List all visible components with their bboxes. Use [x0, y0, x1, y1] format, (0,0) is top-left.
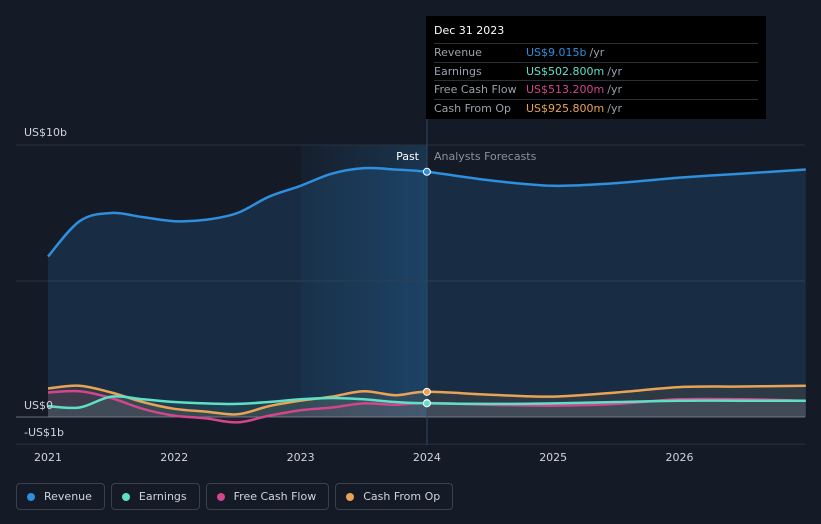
- tooltip-unit: /yr: [607, 64, 622, 78]
- tooltip-value: US$925.800m: [526, 101, 605, 115]
- hover-point-revenue: [422, 167, 431, 176]
- hover-point-cfo: [422, 387, 431, 396]
- y-tick-zero: US$0: [24, 399, 53, 412]
- tooltip-value: US$9.015b: [526, 46, 587, 60]
- tooltip-row-cash-from-op: Cash From Op US$925.800m /yr: [434, 98, 758, 118]
- series-line-cfo: [47, 384, 806, 416]
- x-tick-label: 2025: [539, 451, 567, 464]
- chart-legend: Revenue Earnings Free Cash Flow Cash Fro…: [16, 483, 454, 510]
- series-line-revenue: [47, 166, 806, 258]
- tooltip-row-revenue: Revenue US$9.015b /yr: [434, 43, 758, 62]
- legend-item-cash-from-op[interactable]: Cash From Op: [335, 483, 454, 510]
- x-tick-label: 2022: [160, 451, 188, 464]
- legend-dot-icon: [346, 492, 355, 501]
- tooltip-label: Cash From Op: [434, 101, 512, 115]
- tooltip-date: Dec 31 2023: [434, 24, 505, 37]
- legend-label: Cash From Op: [363, 490, 441, 503]
- x-tick-label: 2021: [34, 451, 62, 464]
- legend-label: Earnings: [138, 490, 187, 503]
- tooltip-label: Revenue: [434, 46, 482, 60]
- legend-item-free-cash-flow[interactable]: Free Cash Flow: [205, 483, 330, 510]
- tooltip-label: Earnings: [434, 64, 482, 78]
- tooltip-value: US$502.800m: [526, 64, 605, 78]
- tooltip-row-earnings: Earnings US$502.800m /yr: [434, 61, 758, 81]
- past-label: Past: [396, 150, 420, 163]
- series-line-fcf: [47, 389, 806, 424]
- series-lines: [47, 166, 806, 424]
- legend-label: Free Cash Flow: [233, 490, 317, 503]
- forecast-label: Analysts Forecasts: [434, 150, 537, 163]
- x-tick-label: 2023: [287, 451, 315, 464]
- series-line-earnings: [47, 395, 806, 410]
- x-tick-label: 2024: [413, 451, 441, 464]
- tooltip-value: US$513.200m: [526, 83, 605, 97]
- tooltip-label: Free Cash Flow: [434, 83, 517, 97]
- hover-points: [422, 167, 431, 408]
- gridlines: [16, 144, 805, 445]
- tooltip-unit: /yr: [589, 46, 605, 60]
- legend-item-earnings[interactable]: Earnings: [110, 483, 200, 510]
- x-tick-label: 2026: [666, 451, 694, 464]
- legend-item-revenue[interactable]: Revenue: [16, 483, 105, 510]
- legend-dot-icon: [216, 492, 225, 501]
- y-tick-bottom: -US$1b: [24, 426, 64, 439]
- x-axis-ticks: 2021 2022 2023 2024 2025 2026: [34, 451, 694, 464]
- tooltip-unit: /yr: [607, 101, 622, 115]
- legend-label: Revenue: [44, 490, 92, 503]
- tooltip-unit: /yr: [607, 83, 622, 97]
- legend-dot-icon: [121, 492, 130, 501]
- tooltip-row-free-cash-flow: Free Cash Flow US$513.200m /yr: [434, 80, 758, 99]
- hover-point-earnings: [422, 399, 431, 408]
- legend-dot-icon: [27, 492, 35, 501]
- y-tick-top: US$10b: [24, 126, 67, 139]
- hover-tooltip: Dec 31 2023 Revenue US$9.015b /yr Earnin…: [426, 16, 766, 119]
